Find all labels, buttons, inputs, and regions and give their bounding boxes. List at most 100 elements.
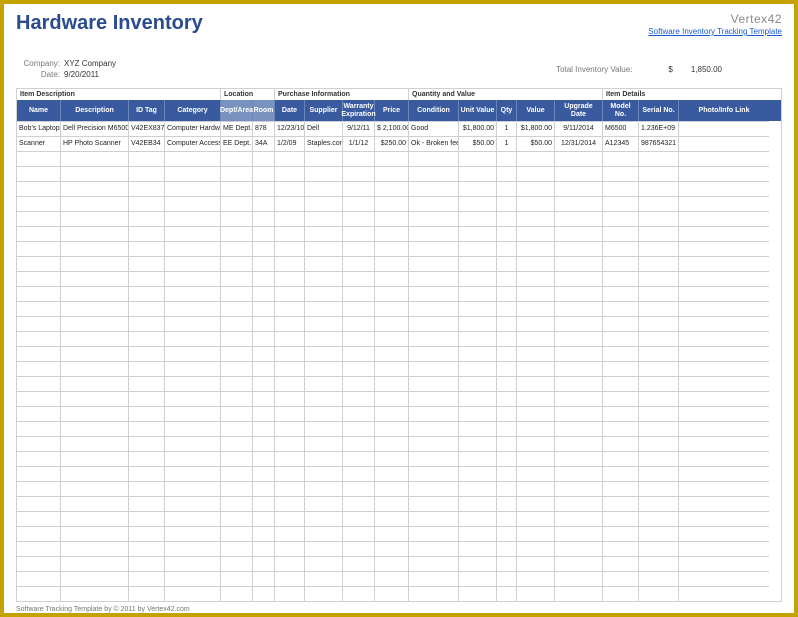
cell-id_tag[interactable] xyxy=(129,526,165,541)
cell-photo_link[interactable] xyxy=(679,406,769,421)
cell-category[interactable] xyxy=(165,331,221,346)
cell-date[interactable] xyxy=(275,481,305,496)
cell-supplier[interactable] xyxy=(305,286,343,301)
cell-warranty[interactable] xyxy=(343,421,375,436)
cell-model_no[interactable] xyxy=(603,346,639,361)
cell-condition[interactable] xyxy=(409,391,459,406)
cell-id_tag[interactable] xyxy=(129,496,165,511)
cell-upgrade_date[interactable] xyxy=(555,496,603,511)
cell-qty[interactable] xyxy=(497,196,517,211)
cell-upgrade_date[interactable] xyxy=(555,571,603,586)
cell-photo_link[interactable] xyxy=(679,301,769,316)
cell-category[interactable] xyxy=(165,316,221,331)
cell-supplier[interactable] xyxy=(305,331,343,346)
cell-description[interactable]: Dell Precision M6500 xyxy=(61,121,129,136)
cell-price[interactable] xyxy=(375,391,409,406)
cell-category[interactable] xyxy=(165,256,221,271)
cell-upgrade_date[interactable] xyxy=(555,181,603,196)
cell-date[interactable] xyxy=(275,331,305,346)
cell-price[interactable] xyxy=(375,496,409,511)
cell-price[interactable] xyxy=(375,196,409,211)
cell-warranty[interactable] xyxy=(343,211,375,226)
cell-description[interactable] xyxy=(61,556,129,571)
cell-unit_value[interactable] xyxy=(459,496,497,511)
cell-supplier[interactable] xyxy=(305,586,343,601)
cell-supplier[interactable] xyxy=(305,436,343,451)
cell-unit_value[interactable] xyxy=(459,526,497,541)
cell-qty[interactable] xyxy=(497,421,517,436)
cell-warranty[interactable] xyxy=(343,451,375,466)
cell-unit_value[interactable] xyxy=(459,166,497,181)
cell-unit_value[interactable] xyxy=(459,316,497,331)
cell-qty[interactable] xyxy=(497,361,517,376)
cell-id_tag[interactable] xyxy=(129,406,165,421)
cell-serial_no[interactable]: 1.236E+09 xyxy=(639,121,679,136)
col-serial-no[interactable]: Serial No. xyxy=(639,100,679,121)
cell-date[interactable] xyxy=(275,586,305,601)
cell-category[interactable] xyxy=(165,226,221,241)
cell-value[interactable] xyxy=(517,571,555,586)
cell-supplier[interactable] xyxy=(305,301,343,316)
cell-upgrade_date[interactable] xyxy=(555,241,603,256)
table-row[interactable] xyxy=(17,286,781,301)
cell-upgrade_date[interactable] xyxy=(555,196,603,211)
cell-name[interactable] xyxy=(17,226,61,241)
cell-description[interactable] xyxy=(61,391,129,406)
cell-price[interactable] xyxy=(375,271,409,286)
cell-condition[interactable] xyxy=(409,421,459,436)
cell-condition[interactable] xyxy=(409,211,459,226)
cell-price[interactable] xyxy=(375,316,409,331)
cell-room[interactable] xyxy=(253,376,275,391)
cell-warranty[interactable] xyxy=(343,271,375,286)
cell-date[interactable] xyxy=(275,181,305,196)
cell-name[interactable] xyxy=(17,316,61,331)
cell-photo_link[interactable] xyxy=(679,496,769,511)
cell-condition[interactable] xyxy=(409,511,459,526)
cell-photo_link[interactable] xyxy=(679,316,769,331)
cell-room[interactable] xyxy=(253,421,275,436)
cell-condition[interactable] xyxy=(409,406,459,421)
cell-room[interactable] xyxy=(253,586,275,601)
cell-category[interactable] xyxy=(165,391,221,406)
cell-upgrade_date[interactable] xyxy=(555,406,603,421)
table-row[interactable] xyxy=(17,376,781,391)
cell-model_no[interactable] xyxy=(603,316,639,331)
table-row[interactable] xyxy=(17,406,781,421)
cell-warranty[interactable] xyxy=(343,316,375,331)
cell-description[interactable] xyxy=(61,196,129,211)
cell-date[interactable] xyxy=(275,406,305,421)
cell-date[interactable] xyxy=(275,151,305,166)
cell-photo_link[interactable] xyxy=(679,271,769,286)
cell-warranty[interactable] xyxy=(343,391,375,406)
cell-description[interactable] xyxy=(61,496,129,511)
cell-value[interactable] xyxy=(517,256,555,271)
cell-name[interactable] xyxy=(17,541,61,556)
cell-category[interactable] xyxy=(165,571,221,586)
cell-warranty[interactable] xyxy=(343,466,375,481)
cell-room[interactable] xyxy=(253,256,275,271)
cell-room[interactable] xyxy=(253,151,275,166)
cell-condition[interactable] xyxy=(409,346,459,361)
cell-description[interactable] xyxy=(61,346,129,361)
cell-category[interactable] xyxy=(165,421,221,436)
cell-model_no[interactable] xyxy=(603,556,639,571)
cell-name[interactable] xyxy=(17,376,61,391)
cell-photo_link[interactable] xyxy=(679,136,769,151)
cell-room[interactable]: 878 xyxy=(253,121,275,136)
cell-qty[interactable] xyxy=(497,181,517,196)
cell-unit_value[interactable] xyxy=(459,361,497,376)
cell-photo_link[interactable] xyxy=(679,556,769,571)
cell-room[interactable] xyxy=(253,241,275,256)
cell-supplier[interactable] xyxy=(305,316,343,331)
cell-supplier[interactable] xyxy=(305,466,343,481)
cell-value[interactable] xyxy=(517,241,555,256)
cell-category[interactable] xyxy=(165,301,221,316)
cell-value[interactable] xyxy=(517,301,555,316)
cell-model_no[interactable] xyxy=(603,241,639,256)
cell-category[interactable] xyxy=(165,181,221,196)
cell-upgrade_date[interactable] xyxy=(555,301,603,316)
cell-model_no[interactable] xyxy=(603,211,639,226)
cell-qty[interactable] xyxy=(497,496,517,511)
cell-dept_area[interactable] xyxy=(221,406,253,421)
cell-serial_no[interactable] xyxy=(639,226,679,241)
